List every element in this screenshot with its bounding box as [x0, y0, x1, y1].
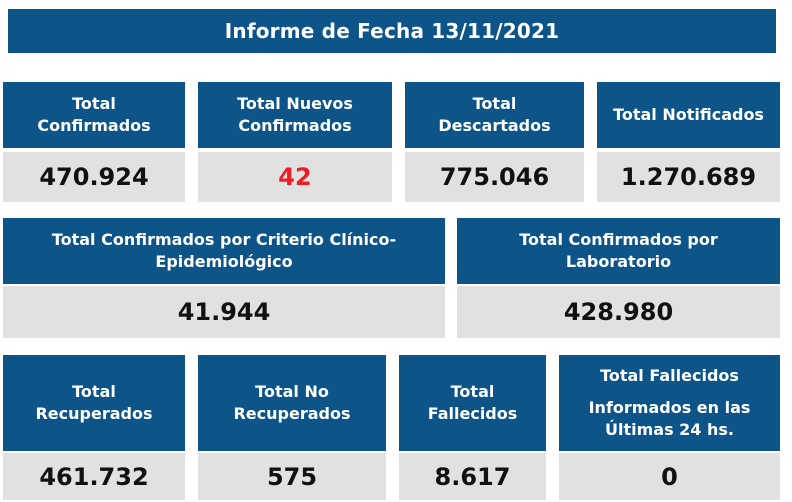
card-label-line1: Total Nuevos [237, 94, 353, 113]
card-fallecidos-ultimas-24hs: Total Fallecidos Informados en las Últim… [559, 355, 780, 500]
card-label-line2: Recuperados [233, 404, 351, 423]
card-label-line1: Total Confirmados por Criterio Clínico- [51, 230, 397, 249]
card-value: 41.944 [3, 286, 445, 338]
card-label-line2: Recuperados [35, 404, 153, 423]
card-total-notificados: Total Notificados 1.270.689 [597, 82, 780, 202]
card-value: 575 [198, 453, 386, 500]
card-value: 470.924 [3, 152, 185, 202]
card-label-line2: Confirmados [238, 116, 352, 135]
card-label-line2: Descartados [438, 116, 551, 135]
card-total-confirmados: Total Confirmados 470.924 [3, 82, 185, 202]
card-confirmados-criterio-clinico: Total Confirmados por Criterio Clínico- … [3, 218, 445, 338]
card-header: Total Nuevos Confirmados [198, 82, 392, 148]
card-header: Total No Recuperados [198, 355, 386, 451]
card-header: Total Descartados [405, 82, 584, 148]
card-header: Total Recuperados [3, 355, 185, 451]
card-label-line1: Total [72, 382, 116, 401]
card-total-descartados: Total Descartados 775.046 [405, 82, 584, 202]
card-value: 0 [559, 453, 780, 500]
report-title: Informe de Fecha 13/11/2021 [8, 9, 776, 53]
card-total-nuevos-confirmados: Total Nuevos Confirmados 42 [198, 82, 392, 202]
card-total-no-recuperados: Total No Recuperados 575 [198, 355, 386, 500]
card-header: Total Confirmados por Criterio Clínico- … [3, 218, 445, 284]
card-label-line1: Total No [255, 382, 329, 401]
card-total-recuperados: Total Recuperados 461.732 [3, 355, 185, 500]
card-value: 775.046 [405, 152, 584, 202]
card-header: Total Confirmados [3, 82, 185, 148]
card-label-line2: Fallecidos [427, 404, 518, 423]
card-label-line1: Total Notificados [613, 105, 764, 124]
card-header: Total Fallecidos Informados en las Últim… [559, 355, 780, 451]
card-label-line1: Total Confirmados por [519, 230, 718, 249]
card-header: Total Notificados [597, 82, 780, 148]
card-sublabel: Informados en las Últimas 24 hs. [589, 397, 751, 441]
card-value: 8.617 [399, 453, 546, 500]
card-label-line2: Laboratorio [565, 252, 672, 271]
card-value: 461.732 [3, 453, 185, 500]
card-value: 428.980 [457, 286, 780, 338]
card-label-line1: Total [472, 94, 517, 113]
card-label-line2: Informados en las [588, 398, 751, 417]
card-label-line1: Total Fallecidos [600, 366, 739, 385]
card-label-line3: Últimas 24 hs. [605, 420, 734, 439]
card-label-line1: Total [72, 94, 116, 113]
card-confirmados-laboratorio: Total Confirmados por Laboratorio 428.98… [457, 218, 780, 338]
card-value: 42 [198, 152, 392, 202]
card-total-fallecidos: Total Fallecidos 8.617 [399, 355, 546, 500]
card-header: Total Confirmados por Laboratorio [457, 218, 780, 284]
card-label-line2: Epidemiológico [155, 252, 293, 271]
card-value: 1.270.689 [597, 152, 780, 202]
card-label-line2: Confirmados [37, 116, 151, 135]
card-label-line1: Total [450, 382, 495, 401]
card-header: Total Fallecidos [399, 355, 546, 451]
